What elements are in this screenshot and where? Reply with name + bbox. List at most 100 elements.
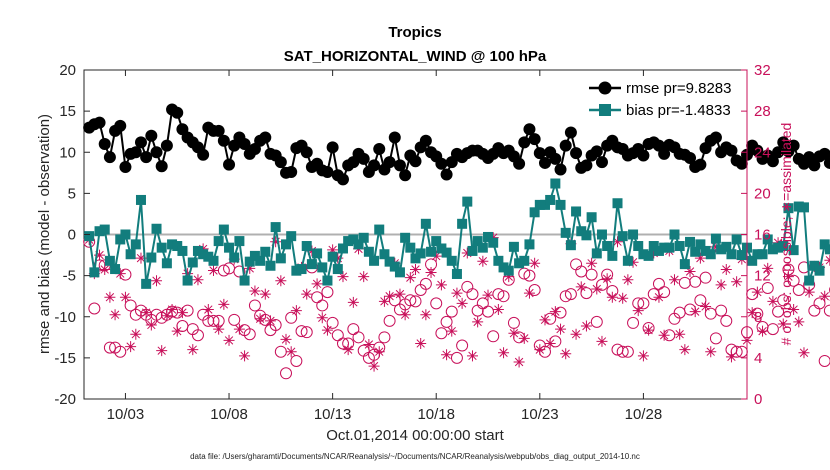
obs-possible-marker bbox=[243, 328, 256, 341]
obs-assimilated-marker bbox=[259, 288, 271, 300]
y-tick-label: -5 bbox=[63, 268, 76, 285]
obs-possible-marker bbox=[761, 281, 774, 294]
obs-assimilated-marker bbox=[104, 291, 116, 303]
x-tick-label: 10/13 bbox=[314, 406, 352, 423]
bias-marker bbox=[327, 251, 338, 262]
bias-marker bbox=[493, 255, 504, 266]
bias-marker bbox=[814, 265, 825, 276]
obs-possible-marker bbox=[321, 286, 334, 299]
obs-assimilated-marker bbox=[534, 344, 546, 356]
y-tick-label: -15 bbox=[54, 350, 76, 367]
obs-assimilated-marker bbox=[156, 345, 168, 357]
obs-assimilated-marker bbox=[280, 333, 292, 345]
obs-possible-marker bbox=[777, 294, 790, 307]
obs-assimilated-marker bbox=[207, 264, 219, 276]
obs-assimilated-marker bbox=[549, 306, 561, 318]
y-tick-label: 0 bbox=[68, 227, 76, 244]
obs-assimilated-marker bbox=[430, 250, 442, 262]
bias-marker bbox=[301, 241, 312, 252]
bias-marker bbox=[685, 236, 696, 247]
axes-layer: -20 -15 -10 -5 0 5 10 15 20 0 4 8 12 16 20 24 28 32 10/03 1… bbox=[54, 62, 770, 423]
obs-possible-marker bbox=[280, 367, 293, 380]
obs-assimilated-marker bbox=[575, 281, 587, 293]
rmse-marker bbox=[238, 138, 251, 151]
bias-marker bbox=[519, 255, 530, 266]
obs-assimilated-marker bbox=[130, 328, 142, 340]
obs-assimilated-marker bbox=[601, 273, 613, 285]
bias-marker bbox=[617, 231, 628, 242]
obs-possible-marker bbox=[818, 354, 830, 367]
bias-marker bbox=[508, 241, 519, 252]
bias-marker bbox=[679, 259, 690, 270]
y-tick-label: -10 bbox=[54, 309, 76, 326]
obs-assimilated-marker bbox=[539, 314, 551, 326]
bias-marker bbox=[441, 247, 452, 258]
bias-marker bbox=[731, 234, 742, 245]
rmse-marker bbox=[212, 124, 225, 137]
bias-marker bbox=[602, 241, 613, 252]
rmse-marker bbox=[694, 158, 707, 171]
bias-marker bbox=[752, 249, 763, 260]
obs-assimilated-marker bbox=[777, 318, 789, 330]
y-tick-label: -20 bbox=[54, 391, 76, 408]
legend-rmse-label: rmse pr=9.8283 bbox=[626, 80, 731, 97]
obs-possible-marker bbox=[699, 271, 712, 284]
rmse-marker bbox=[274, 156, 287, 169]
bias-marker bbox=[664, 242, 675, 253]
bias-marker bbox=[690, 246, 701, 257]
rmse-marker bbox=[787, 139, 800, 152]
rmse-marker bbox=[171, 106, 184, 119]
obs-assimilated-marker bbox=[114, 268, 126, 280]
rmse-marker bbox=[725, 144, 738, 157]
y-axis-label: rmse and bias (model - observation) bbox=[36, 114, 53, 354]
obs-possible-marker bbox=[580, 287, 593, 300]
rmse-marker bbox=[777, 136, 790, 149]
obs-possible-marker bbox=[689, 275, 702, 288]
bias-marker bbox=[84, 231, 95, 242]
obs-possible-marker bbox=[285, 311, 298, 324]
obs-assimilated-marker bbox=[249, 285, 261, 297]
obs-assimilated-marker bbox=[586, 257, 598, 269]
bias-marker bbox=[798, 202, 809, 213]
bias-marker bbox=[110, 264, 121, 275]
obs-assimilated-marker bbox=[342, 344, 354, 356]
obs-possible-marker bbox=[813, 297, 826, 310]
bias-marker bbox=[410, 253, 421, 264]
bias-marker bbox=[89, 267, 100, 278]
bias-marker bbox=[99, 224, 110, 235]
obs-assimilated-marker bbox=[684, 266, 696, 278]
bias-marker bbox=[203, 251, 214, 262]
bias-marker bbox=[560, 227, 571, 238]
obs-possible-marker bbox=[88, 302, 101, 315]
bias-marker bbox=[773, 242, 784, 253]
obs-possible-marker bbox=[248, 299, 261, 312]
obs-assimilated-marker bbox=[700, 300, 712, 312]
bias-marker bbox=[524, 239, 535, 250]
obs-assimilated-marker bbox=[560, 348, 572, 360]
rmse-marker bbox=[523, 123, 536, 136]
obs-assimilated-marker bbox=[819, 290, 830, 302]
obs-possible-marker bbox=[585, 268, 598, 281]
bias-marker bbox=[161, 258, 172, 269]
data-file-footer: data file: /Users/gharamti/Documents/NCA… bbox=[190, 452, 640, 461]
obs-assimilated-marker bbox=[658, 329, 670, 341]
bias-marker bbox=[94, 226, 105, 237]
bias-marker bbox=[571, 206, 582, 217]
bias-marker bbox=[156, 242, 167, 253]
bias-marker bbox=[648, 241, 659, 252]
obs-possible-marker bbox=[482, 305, 495, 318]
obs-possible-marker bbox=[792, 284, 805, 297]
obs-assimilated-marker bbox=[767, 295, 779, 307]
rmse-marker bbox=[564, 126, 577, 139]
rmse-marker bbox=[393, 159, 406, 172]
obs-possible-marker bbox=[378, 331, 391, 344]
obs-possible-marker bbox=[103, 341, 116, 354]
bias-marker bbox=[545, 194, 556, 205]
obs-assimilated-marker bbox=[503, 271, 515, 283]
y-right-tick-label: 24 bbox=[754, 144, 771, 161]
rmse-marker bbox=[595, 156, 608, 169]
obs-assimilated-marker bbox=[487, 232, 499, 244]
bias-marker bbox=[565, 240, 576, 251]
legend-bias-label: bias pr=-1.4833 bbox=[626, 102, 731, 119]
obs-assimilated-marker bbox=[544, 337, 556, 349]
